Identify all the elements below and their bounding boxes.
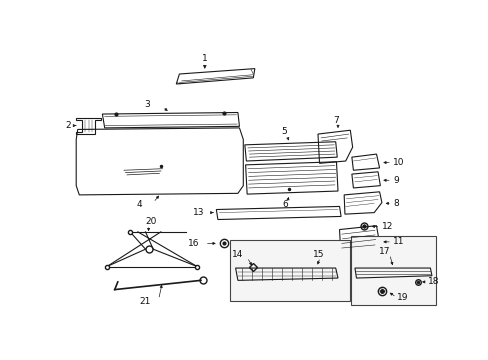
Text: 6: 6 xyxy=(282,201,288,210)
Text: 1: 1 xyxy=(202,54,207,63)
Text: 7: 7 xyxy=(332,116,338,125)
Text: 20: 20 xyxy=(145,217,156,226)
Text: 21: 21 xyxy=(140,297,151,306)
Text: 15: 15 xyxy=(312,251,324,260)
Text: 18: 18 xyxy=(427,278,439,287)
Text: 3: 3 xyxy=(144,100,150,109)
FancyBboxPatch shape xyxy=(230,239,349,301)
Text: 19: 19 xyxy=(396,293,408,302)
Text: 8: 8 xyxy=(393,199,398,208)
Text: 12: 12 xyxy=(381,222,392,231)
Text: 9: 9 xyxy=(393,176,398,185)
Text: 10: 10 xyxy=(393,158,404,167)
Text: 4: 4 xyxy=(136,201,142,210)
Text: 16: 16 xyxy=(187,239,199,248)
Text: 14: 14 xyxy=(232,251,243,260)
Text: 13: 13 xyxy=(193,208,204,217)
Text: 2: 2 xyxy=(65,121,71,130)
Text: 11: 11 xyxy=(393,237,404,246)
Text: 5: 5 xyxy=(281,127,286,136)
FancyBboxPatch shape xyxy=(350,236,435,305)
Text: 17: 17 xyxy=(378,247,389,256)
